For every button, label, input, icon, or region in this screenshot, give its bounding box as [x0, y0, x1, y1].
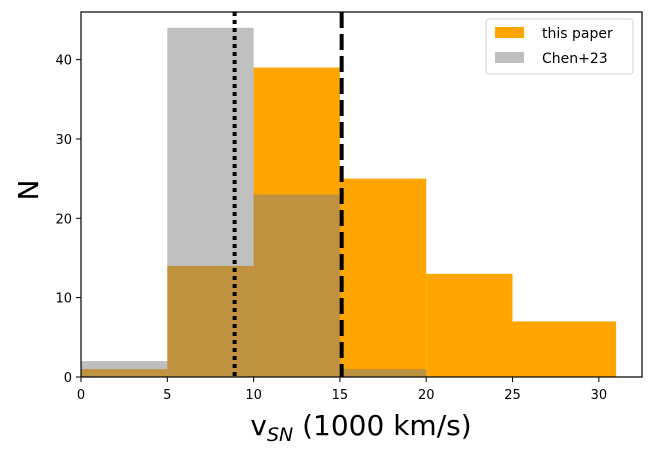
- x-axis-label-units: (1000 km/s): [293, 409, 471, 442]
- legend-label-this-paper: this paper: [542, 26, 613, 42]
- legend-swatch-chen23: [495, 52, 524, 63]
- bar-chen-23-1: [167, 27, 254, 377]
- bar-chen-23-0: [81, 361, 168, 377]
- reference-lines: [232, 12, 344, 377]
- y-tick-label: 30: [55, 133, 72, 148]
- x-tick-label: 25: [504, 388, 521, 403]
- x-tick-label: 15: [332, 388, 349, 403]
- legend-label-chen23: Chen+23: [542, 51, 608, 67]
- y-tick-label: 20: [55, 212, 72, 227]
- y-axis-label: N: [12, 180, 45, 201]
- bar-chen-23-3: [339, 369, 427, 377]
- y-tick-label: 40: [55, 54, 72, 69]
- bar-this-paper-3: [339, 178, 427, 377]
- bars-layer: [81, 27, 617, 377]
- bar-this-paper-5: [512, 321, 617, 377]
- legend: this paper Chen+23: [485, 18, 634, 75]
- legend-swatch-this-paper: [495, 27, 524, 38]
- bar-chen-23-2: [253, 194, 340, 377]
- x-tick-label: 0: [77, 388, 85, 403]
- bar-this-paper-4: [426, 273, 513, 377]
- x-tick-label: 30: [591, 388, 608, 403]
- x-axis-label: vSN (1000 km/s): [250, 409, 471, 446]
- y-tick-label: 0: [64, 371, 72, 386]
- x-tick-label: 10: [245, 388, 262, 403]
- x-tick-label: 20: [418, 388, 435, 403]
- x-tick-label: 5: [163, 388, 171, 403]
- y-tick-label: 10: [55, 292, 72, 307]
- plot-frame: [80, 11, 643, 378]
- x-axis-label-main: v: [250, 409, 267, 442]
- axis-ticks: 0 5 10 15 20 25 30 0 10 20 30 40: [55, 54, 607, 403]
- x-axis-label-subscript: SN: [267, 424, 293, 446]
